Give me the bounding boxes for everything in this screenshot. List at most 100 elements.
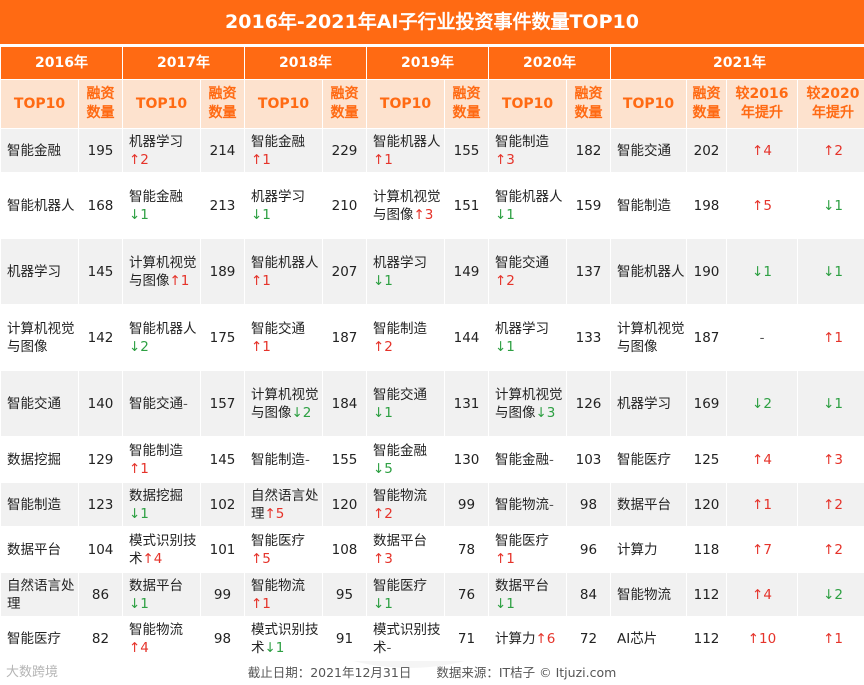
- industry-cell: 智能金融-: [488, 436, 567, 483]
- vs2016-cell: ↑10: [726, 616, 798, 661]
- vs2020-cell: ↓1: [796, 370, 864, 437]
- brand-logo-text: 大数跨境: [6, 665, 59, 680]
- industry-cell: 智能交通↑2: [488, 238, 567, 305]
- industry-cell: 智能物流: [610, 572, 687, 617]
- rank-change: ↑1: [373, 151, 393, 168]
- rank-change: -: [549, 496, 554, 513]
- rank-change: ↓3: [535, 404, 556, 421]
- industry-cell: 数据挖掘: [0, 436, 79, 483]
- industry-name: 数据平台: [129, 577, 183, 594]
- industry-cell: 机器学习↓1: [488, 304, 567, 371]
- industry-name: 机器学习: [373, 254, 427, 271]
- count-cell: 104: [78, 526, 123, 573]
- industry-cell: 智能医疗↓1: [366, 572, 445, 617]
- industry-cell: 机器学习↓1: [244, 172, 323, 239]
- count-cell: 182: [566, 128, 611, 173]
- count-cell: 123: [78, 482, 123, 527]
- count-cell: 149: [444, 238, 489, 305]
- rank-change: ↑3: [495, 151, 515, 168]
- rank-change: ↑1: [251, 151, 271, 168]
- count-header-text: 数量: [330, 105, 359, 121]
- table-row: 智能机器人 168 智能金融↓1 213 机器学习↓1 210 计算机视觉与图像↑3 151 智…: [0, 172, 864, 239]
- top10-header: TOP10: [488, 79, 567, 129]
- rank-change: ↑1: [251, 595, 271, 612]
- industry-cell: 智能机器人↓2: [122, 304, 201, 371]
- count-header: 融资 数量: [686, 79, 727, 129]
- vs2020-cell: ↑2: [796, 482, 864, 527]
- ranking-table: 2016年 2017年 2018年 2019年 2020年 2021年 TOP1…: [0, 46, 864, 661]
- rank-change: -: [183, 395, 188, 412]
- vs2016-header: 较2016 年提升: [726, 79, 798, 129]
- industry-name: 数据平台: [617, 496, 671, 513]
- rank-change: ↓1: [495, 595, 515, 612]
- count-cell: 187: [686, 304, 727, 371]
- industry-name: 智能医疗: [617, 451, 671, 468]
- industry-cell: 智能医疗↑1: [488, 526, 567, 573]
- industry-cell: 计算机视觉与图像↑1: [122, 238, 201, 305]
- count-header-text: 数量: [574, 105, 603, 121]
- industry-name: 智能医疗: [373, 577, 427, 594]
- industry-name: 智能交通: [373, 386, 427, 403]
- industry-cell: 智能机器人: [610, 238, 687, 305]
- industry-cell: 智能金融: [0, 128, 79, 173]
- count-cell: 99: [200, 572, 245, 617]
- industry-name: 数据挖掘: [129, 487, 183, 504]
- industry-cell: 智能制造: [610, 172, 687, 239]
- industry-cell: 智能交通↓1: [366, 370, 445, 437]
- industry-cell: 智能物流↑2: [366, 482, 445, 527]
- rank-change: ↓1: [129, 505, 149, 522]
- industry-name: 智能机器人: [7, 197, 75, 214]
- count-cell: 151: [444, 172, 489, 239]
- count-cell: 108: [322, 526, 367, 573]
- industry-cell: 数据平台↑3: [366, 526, 445, 573]
- industry-name: 数据平台: [373, 532, 427, 549]
- rank-change: ↓1: [373, 404, 393, 421]
- industry-cell: 智能金融↓1: [122, 172, 201, 239]
- table-row: 智能制造 123 数据挖掘↓1 102 自然语言处理↑5 120 智能物流↑2 99 智能物流-…: [0, 482, 864, 527]
- industry-name: 智能物流: [617, 586, 671, 603]
- industry-cell: 计算机视觉与图像↑3: [366, 172, 445, 239]
- vs2020-cell: ↓1: [796, 172, 864, 239]
- industry-cell: 模式识别技术↑4: [122, 526, 201, 573]
- count-cell: 155: [444, 128, 489, 173]
- count-cell: 112: [686, 572, 727, 617]
- rank-change: ↑2: [495, 272, 515, 289]
- count-cell: 82: [78, 616, 123, 661]
- vs2020-header-text: 年提升: [812, 105, 855, 121]
- count-cell: 159: [566, 172, 611, 239]
- industry-name: 智能交通: [7, 395, 61, 412]
- count-cell: 133: [566, 304, 611, 371]
- count-header-text: 数量: [452, 105, 481, 121]
- industry-cell: 智能制造↑3: [488, 128, 567, 173]
- industry-cell: 智能医疗: [610, 436, 687, 483]
- vs2020-cell: ↓1: [796, 238, 864, 305]
- industry-name: 计算机视觉与图像: [495, 386, 563, 421]
- column-header-row: TOP10 融资 数量 TOP10 融资 数量 TOP10 融资 数量 TOP10 融资 数量 TOP1…: [0, 79, 864, 129]
- industry-cell: 数据平台↓1: [488, 572, 567, 617]
- industry-name: 自然语言处理: [7, 577, 75, 612]
- chart-title: 2016年-2021年AI子行业投资事件数量TOP10: [0, 0, 864, 44]
- rank-change: ↑1: [495, 550, 515, 567]
- rank-change: ↓1: [495, 206, 515, 223]
- year-header: 2018年: [244, 46, 367, 80]
- industry-cell: 智能制造: [0, 482, 79, 527]
- industry-name: 机器学习: [617, 395, 671, 412]
- count-header: 融资 数量: [78, 79, 123, 129]
- vs2016-cell: ↑4: [726, 128, 798, 173]
- rank-change: ↑5: [251, 550, 271, 567]
- count-cell: 102: [200, 482, 245, 527]
- industry-cell: 模式识别技术↓1: [244, 616, 323, 661]
- count-cell: 78: [444, 526, 489, 573]
- industry-cell: 智能制造↑1: [122, 436, 201, 483]
- industry-cell: 计算力↑6: [488, 616, 567, 661]
- count-cell: 112: [686, 616, 727, 661]
- industry-name: 智能金融: [251, 133, 305, 150]
- top10-header: TOP10: [122, 79, 201, 129]
- industry-cell: 智能交通-: [122, 370, 201, 437]
- top10-header-text: TOP10: [257, 95, 310, 112]
- year-header: 2019年: [366, 46, 489, 80]
- industry-name: 智能机器人: [373, 133, 441, 150]
- industry-name: 计算机视觉与图像: [373, 188, 441, 223]
- year-header: 2016年: [0, 46, 123, 80]
- count-cell: 137: [566, 238, 611, 305]
